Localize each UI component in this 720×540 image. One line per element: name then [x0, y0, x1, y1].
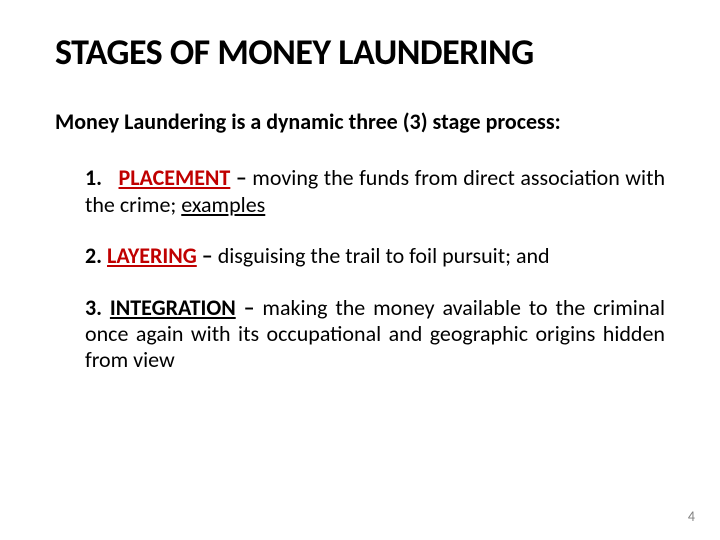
item-keyword: INTEGRATION	[110, 294, 236, 321]
page-title: STAGES OF MONEY LAUNDERING	[55, 30, 665, 74]
item-number: 2.	[85, 242, 102, 269]
item-dash: –	[236, 294, 263, 321]
item-dash: –	[230, 164, 252, 191]
item-trailing: examples	[181, 191, 265, 218]
item-keyword: LAYERING	[107, 242, 197, 269]
list-item: 2. LAYERING – disguising the trail to fo…	[55, 243, 665, 269]
item-number: 1.	[85, 164, 102, 191]
intro-text: Money Laundering is a dynamic three (3) …	[55, 109, 665, 135]
list-item: 1. PLACEMENT – moving the funds from dir…	[55, 165, 665, 218]
list-item: 3. INTEGRATION – making the money availa…	[55, 295, 665, 374]
item-keyword: PLACEMENT	[119, 164, 231, 191]
item-body: disguising the trail to foil pursuit; an…	[218, 242, 550, 269]
item-number: 3.	[85, 294, 102, 321]
slide-body: STAGES OF MONEY LAUNDERING Money Launder…	[0, 0, 720, 429]
page-number: 4	[688, 508, 695, 525]
item-dash: –	[197, 242, 218, 269]
